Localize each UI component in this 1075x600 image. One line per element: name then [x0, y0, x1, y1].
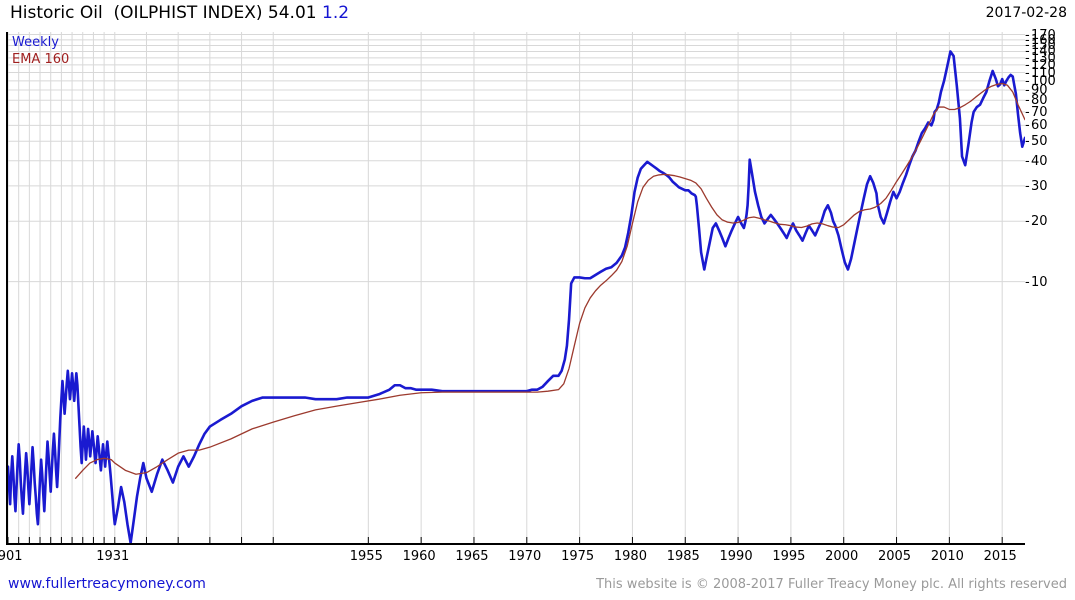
y-axis-tick: -120 [1025, 59, 1056, 72]
y-tick-label: 100 [1031, 73, 1056, 89]
x-axis-tick-label: 2000 [825, 549, 859, 564]
x-axis-tick-label: 1965 [455, 549, 489, 564]
x-axis-tick-label: 1985 [666, 549, 700, 564]
x-axis-tick-label: 2015 [983, 549, 1017, 564]
y-axis-tick: -130 [1025, 52, 1056, 65]
y-tick-mark: - [1025, 178, 1030, 194]
y-tick-label: 120 [1031, 57, 1056, 73]
y-tick-mark: - [1025, 32, 1030, 48]
y-axis-tick: -10 [1025, 276, 1048, 289]
y-tick-mark: - [1025, 44, 1030, 60]
x-axis-tick-label: 1931 [96, 549, 130, 564]
y-tick-label: 70 [1031, 104, 1048, 120]
chart-footer: www.fullertreacymoney.com This website i… [0, 574, 1075, 600]
x-axis-tick-label: 1980 [613, 549, 647, 564]
x-axis-tick-label: 1975 [561, 549, 595, 564]
x-axis-tick-label: 1955 [349, 549, 383, 564]
y-axis-tick: -110 [1025, 67, 1056, 80]
legend-item-ema: EMA 160 [12, 52, 70, 67]
y-tick-label: 30 [1031, 178, 1048, 194]
y-tick-label: 150 [1031, 38, 1056, 54]
y-tick-mark: - [1025, 214, 1030, 230]
y-tick-mark: - [1025, 134, 1030, 150]
y-axis-tick: -80 [1025, 94, 1048, 107]
y-axis-tick: -70 [1025, 106, 1048, 119]
y-tick-label: 170 [1031, 27, 1056, 43]
y-tick-label: 130 [1031, 50, 1056, 66]
x-axis-tick-label: 2005 [877, 549, 912, 564]
chart-plot-area[interactable] [6, 32, 1025, 545]
x-axis-tick-label: 2010 [930, 549, 964, 564]
y-tick-label: 40 [1031, 153, 1048, 169]
y-axis-tick: -50 [1025, 135, 1048, 148]
price-chart-svg [8, 32, 1025, 543]
y-tick-mark: - [1025, 27, 1030, 43]
y-axis-tick: -160 [1025, 34, 1056, 47]
y-tick-mark: - [1025, 73, 1030, 89]
y-tick-mark: - [1025, 93, 1030, 109]
price-change: 1.2 [322, 3, 350, 23]
y-tick-mark: - [1025, 274, 1030, 290]
y-tick-mark: - [1025, 83, 1030, 98]
website-link[interactable]: www.fullertreacymoney.com [8, 576, 206, 592]
y-tick-label: 50 [1031, 134, 1048, 150]
last-price: 54.01 [267, 3, 317, 23]
y-tick-mark: - [1025, 153, 1030, 169]
y-axis-tick: -60 [1025, 119, 1048, 132]
y-axis: -10 -20 -30 -40 -50 -60 -70 -80 -90 -100 -110 -120-… [1025, 29, 1075, 545]
y-axis-tick: -90 [1025, 84, 1048, 97]
instrument-name: Historic Oil [10, 3, 103, 23]
y-tick-mark: - [1025, 57, 1030, 73]
x-axis-tick-label: 1960 [402, 549, 436, 564]
y-tick-mark: - [1025, 118, 1030, 134]
x-axis: 1901 1931 1955 1960 1965 1970 1975 1980 1985 1990… [0, 549, 1075, 569]
y-tick-mark: - [1025, 38, 1030, 54]
y-tick-label: 60 [1031, 118, 1048, 134]
chart-header: Historic Oil (OILPHIST INDEX) 54.01 1.2 … [0, 0, 1075, 28]
x-axis-tick-label: 1970 [508, 549, 542, 564]
y-tick-label: 90 [1031, 83, 1048, 98]
y-tick-label: 140 [1031, 44, 1056, 60]
x-axis-tick-label: 1995 [772, 549, 806, 564]
y-axis-tick: -100 [1025, 75, 1056, 88]
y-tick-label: 160 [1031, 32, 1056, 48]
y-tick-label: 80 [1031, 93, 1048, 109]
y-axis-tick: -30 [1025, 180, 1048, 193]
y-axis-tick: -140 [1025, 45, 1056, 58]
y-tick-mark: - [1025, 104, 1030, 120]
y-axis-tick: -170 [1025, 29, 1056, 42]
quote-date: 2017-02-28 [985, 5, 1067, 21]
y-tick-label: 110 [1031, 65, 1056, 81]
copyright-notice: This website is © 2008-2017 Fuller Treac… [596, 577, 1067, 592]
y-tick-label: 20 [1031, 214, 1048, 230]
instrument-code: (OILPHIST INDEX) [113, 3, 263, 23]
y-axis-tick: -40 [1025, 155, 1048, 168]
y-tick-label: 10 [1031, 274, 1048, 290]
y-axis-tick: -150 [1025, 39, 1056, 52]
y-tick-mark: - [1025, 50, 1030, 66]
x-axis-tick-label: 1990 [719, 549, 753, 564]
y-axis-tick: -20 [1025, 215, 1048, 228]
legend-item-weekly: Weekly [12, 35, 59, 50]
x-axis-tick-label: 1901 [0, 549, 23, 564]
y-tick-mark: - [1025, 65, 1030, 81]
chart-legend: Weekly EMA 160 [12, 34, 69, 68]
page-title: Historic Oil (OILPHIST INDEX) 54.01 1.2 [10, 3, 349, 23]
